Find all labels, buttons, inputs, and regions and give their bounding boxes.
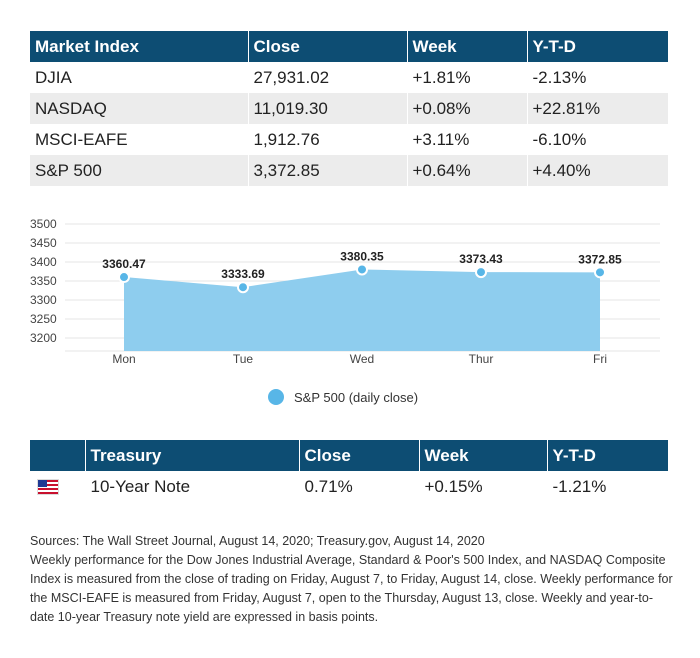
index-week: +3.11% — [407, 124, 528, 155]
treasury-ytd: -1.21% — [547, 471, 669, 502]
data-point — [118, 271, 130, 284]
chart-legend: S&P 500 (daily close) — [268, 389, 418, 405]
header-treasury: Treasury — [85, 440, 300, 471]
data-point — [594, 266, 606, 279]
sources-note: Sources: The Wall Street Journal, August… — [30, 534, 485, 548]
y-tick-label: 3400 — [30, 255, 57, 269]
flag-cell — [30, 471, 86, 502]
header-close: Close — [248, 31, 408, 62]
footnotes: Sources: The Wall Street Journal, August… — [30, 532, 675, 627]
data-label: 3372.85 — [578, 252, 622, 266]
index-ytd: -2.13% — [527, 62, 669, 93]
treasury-week: +0.15% — [419, 471, 548, 502]
market-index-table: Market Index Close Week Y-T-D DJIA 27,93… — [30, 31, 669, 186]
table-row: MSCI-EAFE 1,912.76 +3.11% -6.10% — [30, 124, 669, 155]
data-label: 3380.35 — [340, 249, 384, 263]
y-tick-label: 3450 — [30, 236, 57, 250]
index-name: S&P 500 — [30, 155, 249, 186]
y-tick-label: 3350 — [30, 274, 57, 288]
index-ytd: +22.81% — [527, 93, 669, 124]
x-tick-label: Tue — [233, 352, 254, 366]
y-tick-label: 3200 — [30, 331, 57, 345]
treasury-table: Treasury Close Week Y-T-D 10-Year Note 0… — [30, 440, 669, 502]
index-close: 3,372.85 — [248, 155, 408, 186]
legend-label: S&P 500 (daily close) — [294, 389, 419, 405]
data-point — [356, 263, 368, 276]
series-area-sp500 — [124, 269, 600, 351]
x-tick-label: Thur — [469, 352, 494, 366]
index-close: 27,931.02 — [248, 62, 408, 93]
methodology-note: Weekly performance for the Dow Jones Ind… — [30, 553, 673, 624]
treasury-close: 0.71% — [299, 471, 420, 502]
index-week: +1.81% — [407, 62, 528, 93]
x-tick-label: Fri — [593, 352, 607, 366]
sp500-area-chart: 3500 3450 3400 3350 3300 3250 3200 3360.47 Mon 33… — [30, 217, 660, 366]
legend-marker — [268, 389, 284, 405]
header-week: Week — [407, 31, 528, 62]
table-row: NASDAQ 11,019.30 +0.08% +22.81% — [30, 93, 669, 124]
index-name: NASDAQ — [30, 93, 249, 124]
header-ytd: Y-T-D — [527, 31, 669, 62]
x-tick-label: Mon — [112, 352, 135, 366]
index-name: DJIA — [30, 62, 249, 93]
table-row: 10-Year Note 0.71% +0.15% -1.21% — [30, 471, 669, 502]
data-point — [237, 281, 249, 294]
index-close: 11,019.30 — [248, 93, 408, 124]
table-row: S&P 500 3,372.85 +0.64% +4.40% — [30, 155, 669, 186]
index-week: +0.08% — [407, 93, 528, 124]
index-week: +0.64% — [407, 155, 528, 186]
y-tick-label: 3300 — [30, 293, 57, 307]
treasury-table-header-row: Treasury Close Week Y-T-D — [30, 440, 669, 471]
table-row: DJIA 27,931.02 +1.81% -2.13% — [30, 62, 669, 93]
data-label: 3373.43 — [459, 252, 503, 266]
index-ytd: +4.40% — [527, 155, 669, 186]
header-market-index: Market Index — [30, 31, 249, 62]
data-label: 3360.47 — [102, 257, 146, 271]
us-flag-icon — [37, 479, 59, 496]
market-table-header-row: Market Index Close Week Y-T-D — [30, 31, 669, 62]
data-point — [475, 266, 487, 279]
index-ytd: -6.10% — [527, 124, 669, 155]
data-label: 3333.69 — [221, 267, 265, 281]
y-tick-label: 3250 — [30, 312, 57, 326]
y-tick-label: 3500 — [30, 217, 57, 231]
header-flag — [30, 440, 86, 471]
header-close: Close — [299, 440, 420, 471]
x-tick-label: Wed — [350, 352, 374, 366]
header-week: Week — [419, 440, 548, 471]
treasury-name: 10-Year Note — [85, 471, 300, 502]
index-name: MSCI-EAFE — [30, 124, 249, 155]
header-ytd: Y-T-D — [547, 440, 669, 471]
index-close: 1,912.76 — [248, 124, 408, 155]
